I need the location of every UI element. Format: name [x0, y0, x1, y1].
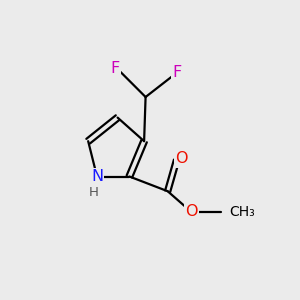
Text: CH₃: CH₃ [230, 205, 255, 219]
Text: F: F [173, 65, 182, 80]
Text: H: H [88, 186, 98, 199]
Text: O: O [176, 151, 188, 166]
Text: N: N [91, 169, 103, 184]
Text: F: F [111, 61, 120, 76]
Text: O: O [185, 204, 197, 219]
